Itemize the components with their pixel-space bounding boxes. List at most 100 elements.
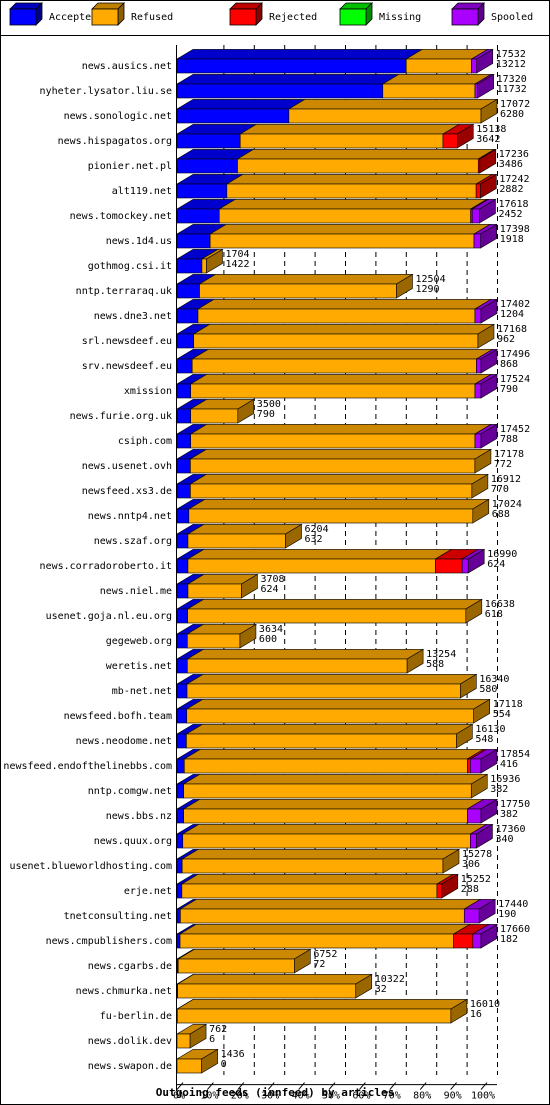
bar-segment-side xyxy=(474,448,492,474)
bar-segment-accepted xyxy=(176,483,191,499)
row-accepted-value: 16 xyxy=(470,1009,482,1020)
row-label: news.ausics.net xyxy=(82,61,172,72)
bar-segment-side xyxy=(456,723,473,749)
bar-segment-top xyxy=(189,374,493,385)
row-total-value: 16912 xyxy=(491,474,521,485)
bar-segment-refused xyxy=(193,333,479,349)
bar-segment-side xyxy=(285,523,302,549)
bar-segment-accepted xyxy=(176,133,241,149)
bar-csiph-com xyxy=(175,423,499,449)
bar-segment-spooled xyxy=(476,358,482,374)
bar-news-dolik-dev xyxy=(175,1023,208,1049)
legend: Accepted Refused Rejected Missing Spooled xyxy=(9,2,533,26)
bar-news-chmurka-net xyxy=(175,973,373,999)
legend-label-missing: Missing xyxy=(379,12,421,23)
row-total-value: 16990 xyxy=(487,549,517,560)
row-label: news.1d4.us xyxy=(106,236,172,247)
bar-gothmog-csi-it xyxy=(175,248,224,274)
bar-segment-side xyxy=(241,573,258,599)
bar-segment-top xyxy=(218,199,488,210)
bar-segment-accepted xyxy=(176,208,220,224)
x-tick-mark xyxy=(450,1082,457,1090)
bar-segment-top xyxy=(182,774,489,785)
bar-segment-side xyxy=(479,198,496,224)
row-total-value: 1436 xyxy=(221,1049,245,1060)
bar-gegeweb-org xyxy=(175,623,258,649)
bar-srv-newsdeef-eu xyxy=(175,348,499,374)
row-label: newsfeed.bofh.team xyxy=(64,711,172,722)
bar-segment-rejected xyxy=(435,558,463,574)
row-total-value: 3708 xyxy=(260,574,284,585)
bar-segment-top xyxy=(185,699,491,710)
bar-segment-refused xyxy=(199,283,397,299)
bar-segment-refused xyxy=(237,158,479,174)
x-tick-mark xyxy=(237,1082,245,1090)
x-tick-label: 80% xyxy=(413,1091,431,1102)
bar-segment-top xyxy=(181,849,461,860)
row-total-value: 17178 xyxy=(494,449,524,460)
bar-news-usenet-ovh xyxy=(175,448,493,474)
row-label: mb-net.net xyxy=(112,686,172,697)
row-total-value: 17072 xyxy=(500,99,530,110)
bar-segment-accepted xyxy=(176,758,185,774)
bar-segment-accepted xyxy=(176,83,384,99)
bar-segment-side xyxy=(479,148,497,174)
bar-segment-side xyxy=(396,273,413,299)
row-accepted-value: 772 xyxy=(494,459,512,470)
bar-segment-top xyxy=(225,174,494,185)
row-label: news.szaf.org xyxy=(94,536,172,547)
bar-segment-spooled xyxy=(461,558,469,574)
row-label: news.usenet.ovh xyxy=(82,461,172,472)
bar-segment-refused xyxy=(183,758,468,774)
bar-segment-spooled xyxy=(470,833,477,849)
bar-segment-side xyxy=(456,123,474,149)
bar-segment-side xyxy=(480,98,498,124)
legend-swatch-missing xyxy=(339,8,367,26)
legend-label-rejected: Rejected xyxy=(269,12,317,23)
bar-newsfeed-xs3-de xyxy=(175,473,489,499)
bar-news-cmpublishers-com xyxy=(175,923,499,949)
row-label: news.dolik.dev xyxy=(88,1036,172,1047)
bar-segment-refused xyxy=(183,783,472,799)
row-label: gegeweb.org xyxy=(106,636,172,647)
bar-segment-refused xyxy=(190,383,476,399)
bar-segment-refused xyxy=(201,258,207,274)
row-label: news.chmurka.net xyxy=(76,986,172,997)
row-total-value: 6204 xyxy=(305,524,329,535)
row-accepted-value: 72 xyxy=(313,959,325,970)
bar-segment-side xyxy=(465,598,483,624)
bar-segment-accepted xyxy=(176,408,191,424)
bar-news-nntp4-net xyxy=(175,498,490,524)
bar-segment-top xyxy=(186,599,483,610)
row-total-value: 17242 xyxy=(499,174,529,185)
bar-segment-side xyxy=(189,1023,207,1049)
bar-segment-top xyxy=(186,549,453,560)
bar-segment-side xyxy=(206,248,223,274)
row-label: nyheter.lysator.liu.se xyxy=(40,86,172,97)
bar-segment-accepted xyxy=(176,558,189,574)
legend-label-spooled: Spooled xyxy=(491,12,533,23)
bar-segment-side xyxy=(471,473,489,499)
row-total-value: 17452 xyxy=(500,424,530,435)
row-label: news.furie.org.uk xyxy=(70,411,172,422)
row-label: news.neodome.net xyxy=(76,736,172,747)
bar-segment-accepted xyxy=(176,233,211,249)
row-total-value: 17532 xyxy=(496,49,526,60)
row-total-value: 12504 xyxy=(415,274,445,285)
bar-segment-top xyxy=(198,274,414,285)
bar-segment-spooled xyxy=(463,908,480,924)
bar-segment-accepted xyxy=(176,58,407,74)
x-tick-mark xyxy=(328,1082,336,1090)
row-total-value: 17524 xyxy=(500,374,530,385)
bar-segment-spooled xyxy=(471,208,480,224)
row-label: erje.net xyxy=(124,886,172,897)
bar-segment-refused xyxy=(181,883,438,899)
bar-usenet-blueworldhosting-com xyxy=(175,848,461,874)
x-tick-mark xyxy=(480,1082,488,1090)
row-accepted-value: 624 xyxy=(487,559,505,570)
bar-segment-top xyxy=(189,449,493,460)
bar-news-1d4-us xyxy=(175,223,498,249)
bar-segment-accepted xyxy=(176,458,191,474)
bar-segment-top xyxy=(381,74,493,85)
